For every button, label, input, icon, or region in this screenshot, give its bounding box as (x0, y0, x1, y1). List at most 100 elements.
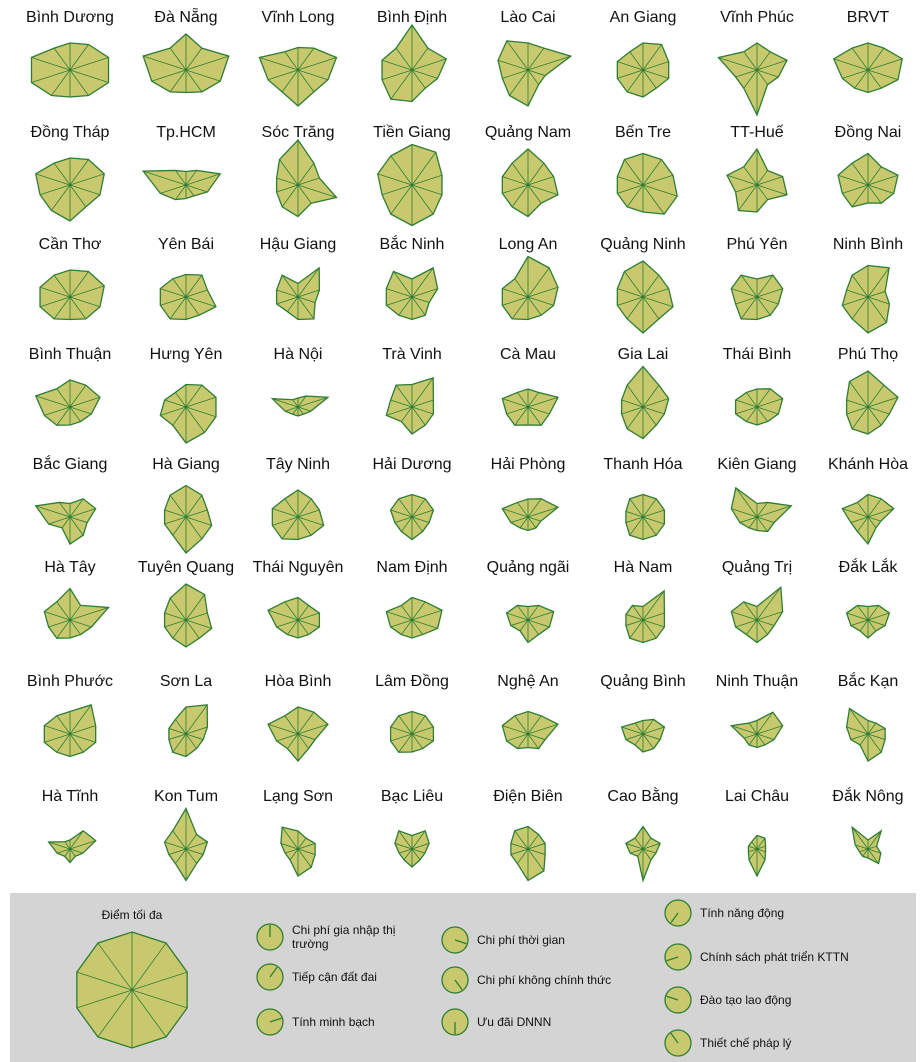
radar-spoke (726, 174, 758, 186)
radar-spoke (527, 69, 546, 76)
radar-title: Tuyên Quang (138, 559, 234, 576)
radar-spoke (185, 848, 197, 864)
radar-spoke (851, 47, 869, 71)
radar-title: Hải Dương (372, 456, 451, 473)
radar-spoke (297, 69, 315, 93)
radar-spoke (514, 830, 529, 850)
radar-spoke (401, 406, 413, 422)
legend-icon-hand (670, 1032, 679, 1044)
radar-spoke (56, 619, 71, 639)
radar-spoke (61, 516, 71, 529)
radar-spoke (69, 44, 89, 71)
radar-spoke (411, 69, 426, 89)
radar-spoke (398, 715, 413, 735)
radar-spoke (297, 605, 309, 621)
radar-spoke (517, 392, 529, 408)
radar-spoke (411, 509, 434, 518)
radar-spoke (748, 848, 758, 861)
radar-spoke (399, 848, 413, 854)
radar-spoke (756, 502, 768, 518)
radar-spoke (185, 516, 212, 526)
radar-spoke (527, 715, 542, 735)
radar-spoke (297, 733, 309, 749)
radar-spoke (756, 848, 766, 861)
radar-title: Cà Mau (500, 346, 556, 363)
radar-spoke (394, 516, 413, 523)
radar-spoke (756, 505, 792, 518)
radar-spoke (867, 605, 879, 621)
radar-area (501, 148, 559, 218)
radar-spoke (69, 406, 81, 422)
legend-label: Ưu đãi DNNN (477, 1015, 552, 1029)
radar-spoke (642, 174, 674, 186)
radar-spoke (69, 605, 81, 621)
radar-title: Bình Dương (26, 9, 114, 26)
radar-spoke (506, 733, 529, 742)
radar-spoke (509, 69, 529, 96)
radar-title: Hòa Bình (265, 673, 332, 690)
radar-spoke (53, 296, 71, 320)
radar-title: Thanh Hóa (603, 456, 682, 473)
legend-icon-hand (269, 1017, 282, 1023)
radar-spoke (527, 516, 537, 529)
radar-spoke (53, 274, 71, 298)
radar-spoke (281, 274, 299, 298)
radar-spoke (411, 174, 443, 186)
radar-spoke (642, 44, 662, 71)
radar-title: Điện Biên (493, 788, 562, 805)
radar-spoke (411, 715, 426, 735)
radar-spoke (621, 399, 644, 408)
radar-spoke (285, 848, 299, 854)
radar-spoke (411, 498, 426, 518)
radar-spoke (297, 711, 315, 735)
radar-spoke (69, 396, 101, 408)
radar-spoke (867, 845, 877, 850)
radar-spoke (185, 296, 217, 308)
radar-title: Bình Thuận (29, 346, 111, 363)
radar-title: Đắk Lắk (839, 557, 899, 576)
radar-spoke (756, 274, 774, 298)
radar-spoke (411, 516, 430, 523)
radar-spoke (185, 173, 221, 186)
radar-spoke (867, 174, 899, 186)
radar-spoke (411, 848, 421, 861)
radar-spoke (629, 51, 644, 71)
radar-spoke (842, 296, 869, 306)
radar-spoke (855, 844, 869, 850)
radar-spoke (511, 162, 529, 186)
radar-spoke (735, 69, 758, 78)
radar-spoke (748, 848, 758, 853)
radar-spoke (625, 619, 644, 626)
radar-spoke (168, 848, 187, 855)
radar-spoke (48, 841, 71, 850)
radar-spoke (735, 406, 758, 415)
radar-spoke (44, 733, 71, 743)
radar-spoke (854, 69, 869, 89)
radar-spoke (867, 508, 894, 518)
radar-spoke (756, 516, 775, 523)
radar-spoke (35, 173, 71, 186)
legend-spoke (97, 989, 133, 1038)
radar-spoke (289, 848, 299, 861)
radar-spoke (297, 406, 311, 412)
radar-title: Tp.HCM (156, 124, 216, 141)
radar-spoke (738, 184, 758, 211)
radar-spoke (642, 61, 669, 71)
radar-spoke (35, 395, 71, 408)
radar-spoke (185, 184, 195, 197)
radar-spoke (867, 47, 885, 71)
radar-spoke (398, 498, 413, 518)
radar-spoke (281, 516, 299, 540)
radar-spoke (642, 406, 665, 415)
radar-spoke (740, 274, 758, 298)
radar-spoke (160, 296, 187, 306)
radar-title: Bắc Kạn (838, 671, 898, 690)
radar-spoke (850, 619, 869, 626)
radar-spoke (185, 733, 197, 749)
radar-spoke (756, 184, 768, 200)
radar-title: Hà Nội (274, 346, 323, 363)
radar-spoke (185, 396, 217, 408)
radar-spoke (411, 619, 423, 635)
radar-spoke (185, 841, 208, 850)
